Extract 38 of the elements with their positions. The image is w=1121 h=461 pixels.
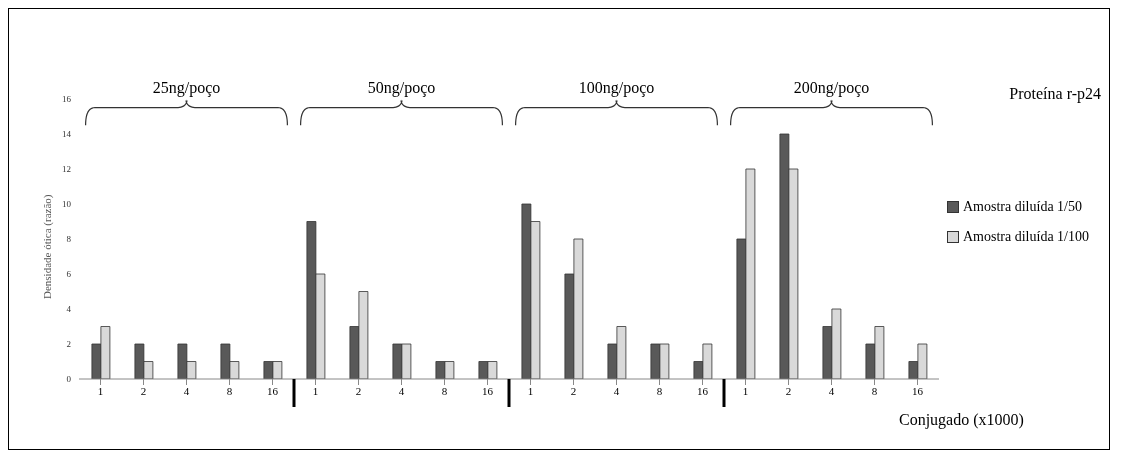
y-tick-label: 12 <box>62 164 71 175</box>
x-axis-title: Conjugado (x1000) <box>899 411 1024 429</box>
x-tick-label: 8 <box>656 384 663 397</box>
x-tick-label: 2 <box>355 384 362 397</box>
x-tick-label: 4 <box>183 384 190 397</box>
text: 100ng/poço <box>577 79 656 97</box>
x-tick-label: 2 <box>785 384 792 397</box>
x-tick-label: 1 <box>527 384 534 397</box>
x-tick-label: 1 <box>742 384 749 397</box>
x-tick-label: 8 <box>441 384 448 397</box>
y-tick-label: 8 <box>66 234 72 245</box>
x-tick-label: 8 <box>226 384 233 397</box>
y-tick-label: 6 <box>66 269 72 280</box>
x-tick-label: 16 <box>267 384 279 397</box>
x-tick-label: 8 <box>871 384 878 397</box>
y-tick-label: 2 <box>66 339 71 350</box>
y-axis-title: Densidade ótica (razão) <box>40 194 54 299</box>
y-tick-label: 10 <box>62 199 72 210</box>
x-tick-label: 16 <box>912 384 924 397</box>
text: 200ng/poço <box>792 79 871 97</box>
y-tick-label: 16 <box>62 94 72 105</box>
text: Proteína r-p24 <box>1008 85 1101 103</box>
legend-label: Amostra diluída 1/50 <box>963 199 1082 215</box>
y-tick-label: 14 <box>62 129 72 140</box>
x-tick-label: 4 <box>828 384 835 397</box>
y-tick-label: 4 <box>66 304 72 315</box>
x-tick-label: 2 <box>140 384 147 397</box>
y-tick-label: 0 <box>66 374 72 385</box>
legend-label: Amostra diluída 1/100 <box>963 229 1089 245</box>
x-tick-label: 1 <box>97 384 104 397</box>
text: 25ng/poço <box>151 79 222 97</box>
x-tick-label: 4 <box>398 384 405 397</box>
x-tick-label: 16 <box>482 384 494 397</box>
x-tick-label: 4 <box>613 384 620 397</box>
x-tick-label: 2 <box>570 384 577 397</box>
x-tick-label: 16 <box>697 384 709 397</box>
x-tick-label: 1 <box>312 384 319 397</box>
text: 50ng/poço <box>366 79 437 97</box>
